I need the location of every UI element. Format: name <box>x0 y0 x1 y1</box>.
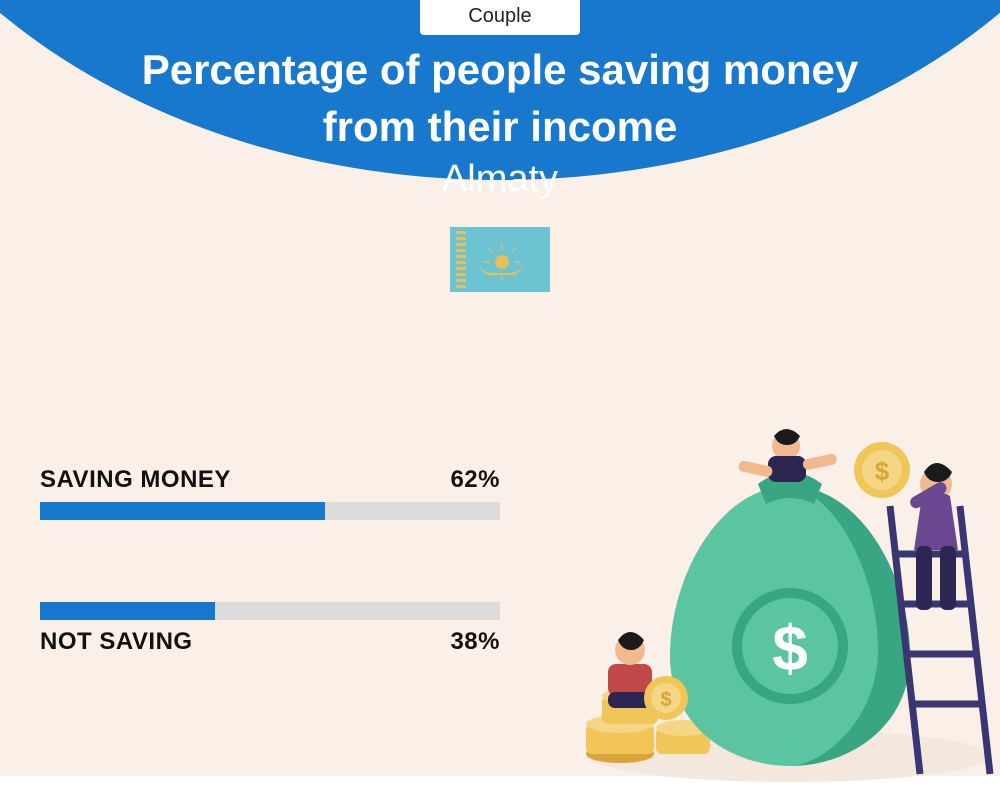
dollar-sign: $ <box>660 689 671 711</box>
title-line-1: Percentage of people saving money <box>142 46 859 93</box>
bar-chart: SAVING MONEY 62% NOT SAVING 38% <box>40 466 500 738</box>
dollar-sign: $ <box>875 456 890 486</box>
category-pill-label: Couple <box>468 5 531 28</box>
flag-eagle-arc <box>478 261 524 275</box>
category-pill: Couple <box>420 0 580 35</box>
page-subtitle: Almaty <box>0 158 1000 201</box>
dollar-sign: $ <box>772 612 808 684</box>
bar-row-saving: SAVING MONEY 62% <box>40 466 500 520</box>
bar-fill <box>40 502 325 520</box>
page-title: Percentage of people saving money from t… <box>0 42 1000 155</box>
savings-illustration: $ $ $ <box>560 426 1000 786</box>
bar-label: SAVING MONEY <box>40 466 231 494</box>
bar-labels: SAVING MONEY 62% <box>40 466 500 494</box>
bar-fill <box>40 602 215 620</box>
title-line-2: from their income <box>323 103 678 150</box>
bar-value: 38% <box>450 628 500 656</box>
bar-row-not-saving: NOT SAVING 38% <box>40 602 500 656</box>
bar-value: 62% <box>450 466 500 494</box>
bar-track <box>40 602 500 620</box>
bar-track <box>40 502 500 520</box>
bar-label: NOT SAVING <box>40 628 193 656</box>
flag-ornament <box>456 231 466 288</box>
money-bag-icon: $ <box>670 472 910 766</box>
bar-labels: NOT SAVING 38% <box>40 628 500 656</box>
kazakhstan-flag-icon <box>450 227 550 292</box>
person-top-icon <box>738 429 838 482</box>
